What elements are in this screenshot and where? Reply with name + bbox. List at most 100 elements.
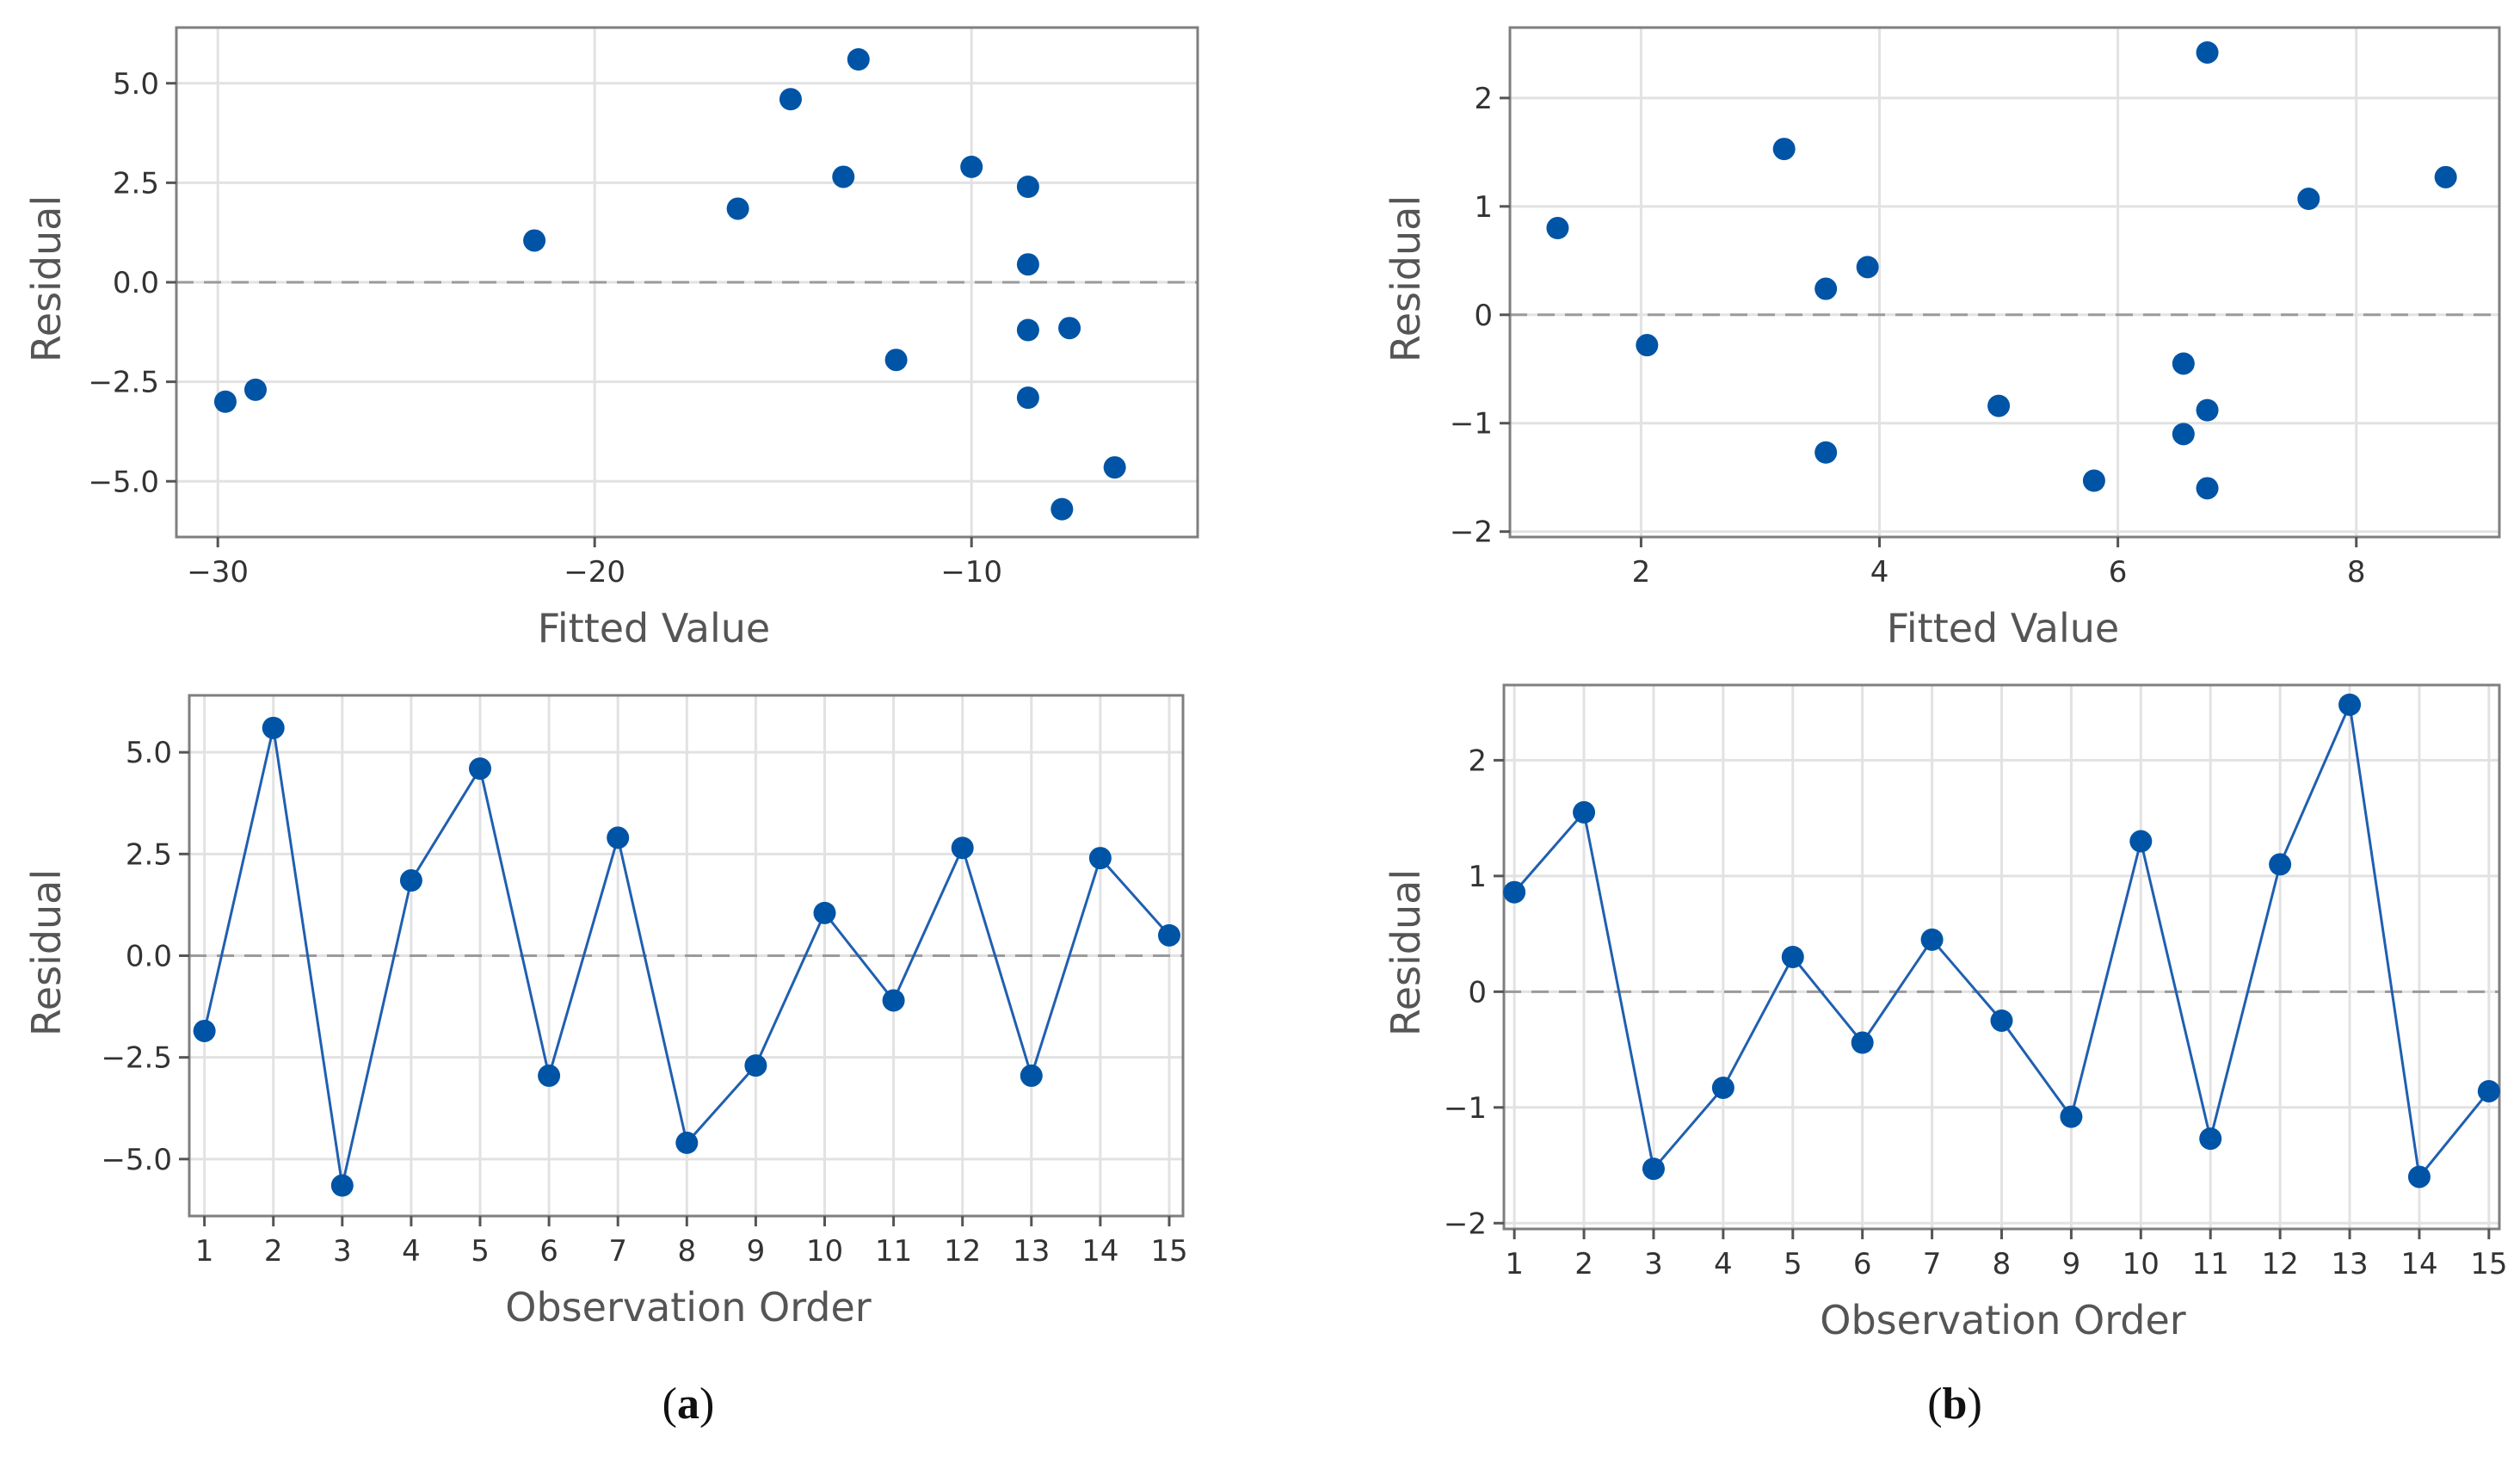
y-tick-label: −2 — [1444, 1207, 1487, 1241]
x-tick-label: 9 — [2062, 1247, 2081, 1281]
data-point — [2434, 165, 2457, 188]
x-tick-label: 8 — [2347, 555, 2366, 590]
chart-a-order: 1 2 3 4 5 6 7 8 9 10 11 12 13 14 15−5.0−2.50.02.55.0Ob… — [23, 694, 1188, 1330]
y-tick-label: −2 — [1450, 516, 1493, 550]
data-point — [744, 1054, 767, 1077]
data-point — [1856, 256, 1879, 279]
x-tick-label: 15 — [2470, 1247, 2507, 1281]
data-point — [2082, 469, 2105, 492]
y-tick-label: −2.5 — [88, 366, 159, 400]
data-point — [1772, 138, 1796, 161]
x-tick-label: 6 — [2109, 555, 2128, 590]
data-point — [1546, 217, 1569, 240]
data-point — [2172, 423, 2195, 446]
x-tick-label: 5 — [1784, 1247, 1802, 1281]
y-tick-label: 2.5 — [113, 166, 159, 201]
x-tick-label: 11 — [2192, 1247, 2229, 1281]
data-point — [523, 229, 546, 252]
data-point — [193, 1019, 216, 1042]
data-point — [847, 48, 870, 71]
data-point — [1016, 386, 1039, 410]
x-tick-label: 4 — [1870, 555, 1889, 590]
data-point — [960, 155, 983, 178]
data-point — [1987, 394, 2011, 417]
x-tick-label: 13 — [2331, 1247, 2368, 1281]
data-point — [2129, 830, 2153, 853]
y-axis-title: Residual — [1383, 869, 1429, 1036]
y-tick-label: −2.5 — [101, 1041, 172, 1076]
caption-b-letter: b — [1943, 1380, 1968, 1429]
x-tick-label: 5 — [471, 1234, 490, 1269]
x-tick-label: −10 — [940, 555, 1002, 590]
data-point — [2407, 1165, 2431, 1188]
data-point — [726, 197, 749, 220]
x-tick-label: 2 — [1632, 555, 1651, 590]
y-tick-label: 0.0 — [113, 266, 159, 300]
y-tick-label: 0 — [1474, 299, 1493, 333]
y-tick-label: −5.0 — [101, 1143, 172, 1177]
x-axis-title: Observation Order — [1820, 1297, 2186, 1343]
y-tick-label: 0.0 — [126, 940, 172, 974]
y-tick-label: 1 — [1468, 860, 1487, 894]
chart-b-fitted: 2 4 6 8 −2 −1 0 1 2 Fitted Value Residual — [1383, 26, 2501, 651]
x-tick-label: 1 — [1505, 1247, 1524, 1281]
y-tick-label: 2.5 — [126, 837, 172, 872]
chart-b-order: 1 2 3 4 5 6 7 8 9 10 11 12 13 14 15−2−1012Observation … — [1383, 683, 2507, 1343]
data-point — [832, 165, 855, 188]
data-point — [1781, 946, 1804, 968]
data-point — [675, 1131, 699, 1154]
data-point — [1636, 334, 1659, 357]
x-axis-title: Fitted Value — [1887, 605, 2119, 651]
x-tick-label: 10 — [806, 1234, 843, 1269]
data-point — [538, 1064, 561, 1087]
data-point — [2196, 477, 2219, 500]
x-tick-label: 6 — [1853, 1247, 1872, 1281]
x-tick-label: 14 — [1081, 1234, 1118, 1269]
data-point — [2297, 188, 2320, 211]
data-point — [779, 88, 802, 111]
data-point — [1642, 1158, 1665, 1181]
data-point — [1157, 923, 1180, 947]
data-point — [813, 901, 836, 924]
y-tick-label: 0 — [1468, 975, 1487, 1009]
x-tick-label: 15 — [1150, 1234, 1187, 1269]
data-point — [1503, 880, 1526, 904]
data-point — [1920, 928, 1944, 951]
x-tick-label: 4 — [402, 1234, 421, 1269]
x-tick-label: 13 — [1013, 1234, 1050, 1269]
x-tick-label: 10 — [2123, 1247, 2160, 1281]
x-tick-label: 6 — [539, 1234, 558, 1269]
data-point — [1016, 318, 1039, 342]
chart-a-fitted: −30 −20 −10 −5.0 −2.5 0.0 2.5 5.0 Fitted Value Re… — [23, 26, 1199, 651]
x-tick-label: 3 — [1644, 1247, 1663, 1281]
y-axis-title: Residual — [23, 195, 70, 362]
y-tick-label: 5.0 — [126, 736, 172, 770]
data-point — [1815, 277, 1838, 300]
data-point — [2196, 40, 2219, 64]
data-point — [1851, 1031, 1874, 1054]
data-point — [243, 378, 267, 401]
data-point — [1058, 317, 1081, 340]
data-point — [1103, 456, 1126, 479]
data-point — [1815, 441, 1838, 464]
data-point — [2172, 352, 2195, 375]
data-point — [2060, 1105, 2083, 1128]
caption-b: (b) — [1927, 1380, 1982, 1429]
y-axis-title: Residual — [23, 869, 70, 1036]
y-tick-label: 2 — [1468, 744, 1487, 778]
y-tick-label: −5.0 — [88, 465, 159, 499]
x-tick-label: 8 — [1993, 1247, 2012, 1281]
x-tick-label: 3 — [333, 1234, 352, 1269]
y-tick-label: 2 — [1474, 82, 1493, 116]
x-tick-label: 2 — [264, 1234, 283, 1269]
data-point — [884, 349, 908, 372]
x-tick-label: 7 — [608, 1234, 627, 1269]
y-tick-label: 5.0 — [113, 67, 159, 102]
y-axis-title: Residual — [1383, 195, 1429, 362]
data-point — [330, 1174, 354, 1197]
data-point — [2199, 1127, 2222, 1151]
data-point — [1051, 497, 1074, 521]
data-point — [1711, 1076, 1734, 1099]
